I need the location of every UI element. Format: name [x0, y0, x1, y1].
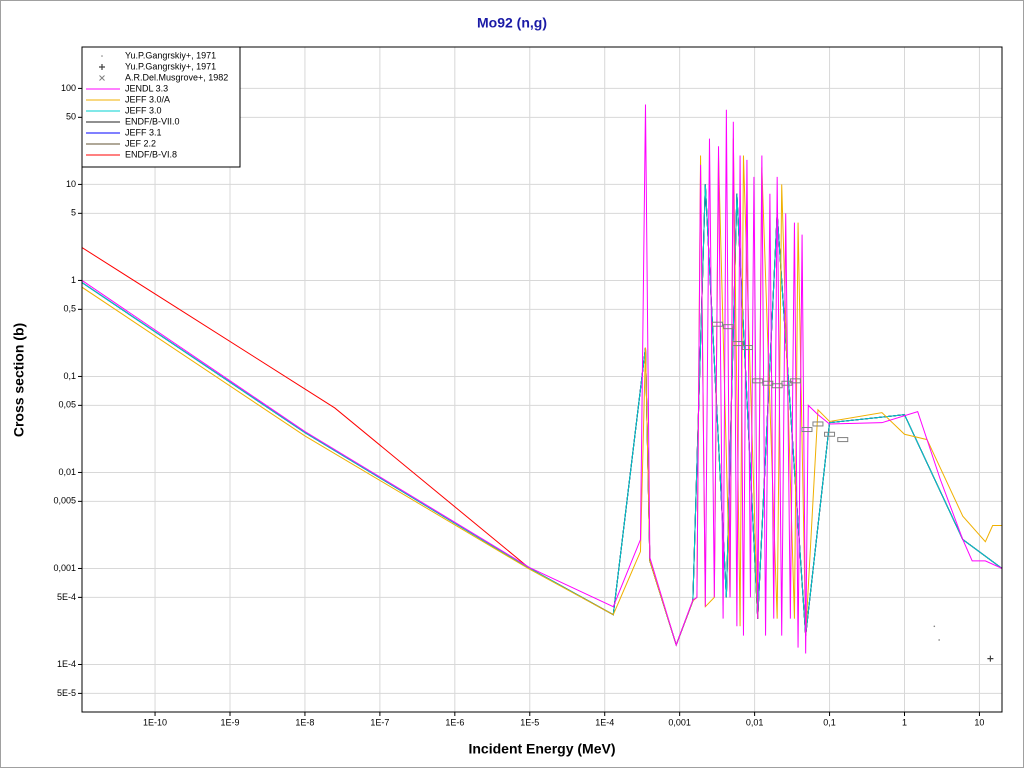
data-point: [933, 625, 936, 628]
data-point: [741, 345, 753, 351]
data-point: [801, 427, 813, 433]
legend-label: ENDF/B-VII.0: [125, 116, 180, 126]
y-tick-label: 100: [61, 83, 76, 93]
legend-label: ENDF/B-VI.8: [125, 149, 177, 159]
x-tick-label: 1: [902, 717, 907, 727]
y-tick-label: 1: [71, 275, 76, 285]
y-tick-label: 0,001: [53, 563, 76, 573]
y-tick-label: 50: [66, 112, 76, 122]
y-tick-label: 5E-4: [57, 592, 76, 602]
data-point: [837, 437, 849, 443]
legend-label: JENDL 3.3: [125, 83, 168, 93]
legend-label: JEFF 3.0: [125, 105, 162, 115]
y-tick-label: 0,5: [63, 304, 76, 314]
y-tick-label: 5: [71, 208, 76, 218]
legend-label: JEFF 3.1: [125, 127, 162, 137]
data-point: [732, 341, 744, 347]
x-tick-label: 10: [974, 717, 984, 727]
x-tick-label: 1E-5: [520, 717, 539, 727]
data-point: [771, 383, 783, 389]
data-point: [789, 378, 801, 384]
y-tick-label: 10: [66, 179, 76, 189]
legend-label: JEFF 3.0/A: [125, 94, 170, 104]
x-tick-label: 1E-9: [220, 717, 239, 727]
x-tick-label: 0,001: [668, 717, 691, 727]
y-axis-label: Cross section (b): [11, 323, 27, 437]
y-tick-label: 0,05: [58, 400, 76, 410]
x-tick-label: 1E-4: [595, 717, 614, 727]
x-tick-label: 1E-8: [295, 717, 314, 727]
x-axis-label: Incident Energy (MeV): [468, 741, 615, 757]
y-tick-label: 0,1: [63, 371, 76, 381]
legend-label: JEF 2.2: [125, 138, 156, 148]
data-point: [712, 321, 724, 327]
legend-marker: [99, 75, 105, 81]
data-point: [938, 639, 940, 641]
y-tick-label: 1E-4: [57, 659, 76, 669]
x-tick-label: 0,1: [823, 717, 836, 727]
data-point: [723, 324, 735, 330]
x-tick-label: 1E-6: [445, 717, 464, 727]
x-tick-label: 1E-10: [143, 717, 167, 727]
axes: 1E-10 1E-9 1E-8 1E-7 1E-6 1E-5 1E-4 0,001 0,01 0,…: [53, 83, 984, 728]
legend-label: Yu.P.Gangrskiy+, 1971: [125, 50, 216, 60]
y-tick-label: 0,01: [58, 467, 76, 477]
legend-box: [81, 46, 241, 168]
series-line: [82, 104, 1002, 654]
legend-marker: [99, 64, 105, 70]
data-point: [824, 431, 836, 437]
chart-title: Mo92 (n,g): [477, 15, 547, 31]
data-point: [762, 380, 774, 386]
legend-label: A.R.Del.Musgrove+, 1982: [125, 72, 228, 82]
y-tick-label: 5E-5: [57, 688, 76, 698]
y-tick-label: 0,005: [53, 496, 76, 506]
x-tick-label: 1E-7: [370, 717, 389, 727]
legend-label: Yu.P.Gangrskiy+, 1971: [125, 61, 216, 71]
data-point: [987, 655, 994, 662]
legend-marker: [101, 55, 103, 57]
plot-border: [81, 46, 1003, 713]
x-tick-label: 0,01: [746, 717, 764, 727]
data-point: [812, 421, 824, 427]
plot-area: [82, 104, 1002, 662]
